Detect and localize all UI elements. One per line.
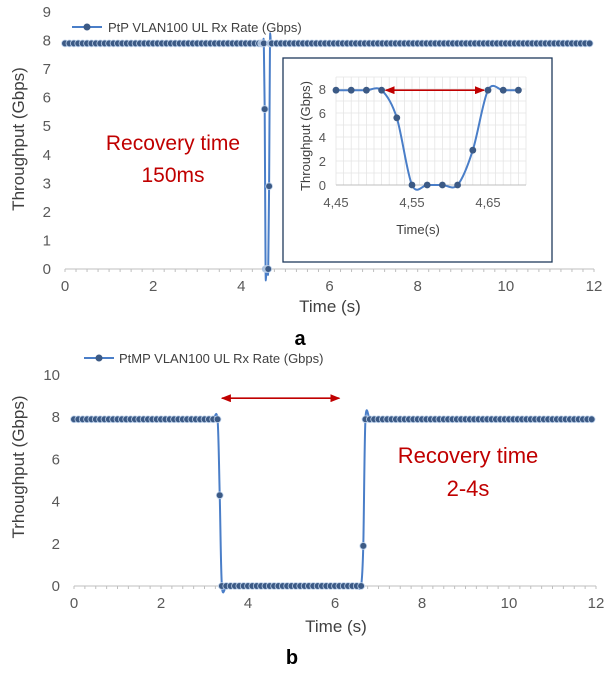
chart-a-inset-point [378,86,385,94]
chart-b-point [359,542,368,550]
chart-a-x-tick-label: 2 [149,278,157,295]
chart-a-y-tick-label: 1 [43,232,51,249]
chart-b-y-tick-label: 6 [52,451,60,468]
chart-a-inset-point [454,181,461,189]
chart-b-point [587,415,596,424]
chart-b-x-tick-label: 12 [588,595,605,612]
chart-b-ticks: 0 2 4 6 8 10 12 0 2 4 6 8 10 [43,367,604,612]
chart-a-x-tick-label: 8 [413,278,421,295]
chart-a-annotation-line2: 150ms [141,164,204,187]
chart-a-inset-y-tick-label: 0 [319,178,326,193]
chart-a-inset-point [332,86,340,94]
chart-a-y-tick-label: 6 [43,90,51,107]
chart-a-inset-x-tick-label: 4,55 [399,195,424,210]
chart-b-x-tick-label: 10 [501,595,518,612]
chart-a-y-tick-label: 5 [43,118,51,135]
chart-b-y-tick-label: 10 [43,367,60,384]
chart-a-point [265,182,273,190]
chart-a-inset-point [363,86,370,94]
chart-a-y-tick-label: 2 [43,204,51,221]
chart-a-inset-point [423,181,431,189]
chart-a-inset: 4,45 4,55 4,65 0 2 4 6 8 Throughput (Gbps) Time… [282,57,553,263]
chart-a-inset-y-tick-label: 2 [319,154,326,169]
chart-a-legend-label: PtP VLAN100 UL Rx Rate (Gbps) [108,20,302,35]
chart-a-annotation-line1: Recovery time [106,132,240,155]
chart-b-lines [74,409,592,594]
chart-a-inset-point [393,114,401,122]
chart-a-legend: PtP VLAN100 UL Rx Rate (Gbps) [72,20,302,35]
chart-b-point [215,491,224,500]
chart-b-point [357,582,365,590]
chart-b-point [213,415,222,424]
chart-a-inset-ylabel: Throughput (Gbps) [298,81,313,191]
chart-a-x-tick-label: 12 [586,278,603,295]
chart-b-ylabel: Trhoughput (Gbps) [9,396,28,539]
chart-a-panel-label: a [294,328,306,350]
chart-a-inset-x-tick-label: 4,65 [475,195,500,210]
chart-b-series-line [74,409,592,594]
chart-b-x-tick-label: 6 [331,595,339,612]
chart-a-x-tick-label: 4 [237,278,245,295]
chart-b-x-tick-label: 4 [244,595,252,612]
chart-a-inset-y-tick-label: 8 [319,82,326,97]
chart-b-legend: PtMP VLAN100 UL Rx Rate (Gbps) [84,351,323,366]
chart-a-y-tick-label: 3 [43,175,51,192]
chart-a-x-tick-label: 6 [325,278,333,295]
chart-a-points [61,39,594,273]
chart-a-inset-grid [335,76,527,186]
chart-b-y-tick-label: 4 [52,494,60,511]
chart-a-inset-point [515,86,522,94]
chart-b-panel-label: b [286,647,298,669]
chart-a-inset-point [499,86,507,94]
chart-a-inset-xlabel: Time(s) [396,222,440,237]
chart-a-inset-points [332,86,522,189]
chart-a-inset-point [439,181,446,189]
chart-a-xlabel: Time (s) [299,297,361,316]
chart-a-point [264,265,273,273]
chart-a-y-tick-label: 7 [43,61,51,78]
chart-b-legend-label: PtMP VLAN100 UL Rx Rate (Gbps) [119,351,323,366]
chart-b-xlabel: Time (s) [305,617,367,636]
chart-a-inset-point [408,181,416,189]
chart-a-inset-x-tick-label: 4,45 [323,195,348,210]
chart-a-inset-ticks: 4,45 4,55 4,65 0 2 4 6 8 [319,82,501,210]
chart-a-x-tick-label: 0 [61,278,69,295]
chart-b-points [70,415,596,590]
chart-b: 0 2 4 6 8 10 12 0 2 4 6 8 10 PtMP VLAN100 UL Rx Rate… [9,351,604,669]
chart-a-inset-point [484,86,492,94]
chart-a-inset-y-tick-label: 6 [319,106,326,121]
chart-a-inset-point [347,86,355,94]
chart-a-legend-marker [83,23,91,31]
chart-a-point [260,105,269,113]
chart-a-y-tick-label: 9 [43,4,51,21]
chart-b-x-tick-label: 8 [418,595,426,612]
chart-b-y-tick-label: 8 [52,409,60,426]
chart-b-legend-marker [95,354,103,362]
chart-a-x-tick-label: 10 [497,278,514,295]
chart-b-x-tick-label: 0 [70,595,78,612]
chart-a-y-tick-label: 8 [43,33,51,50]
chart-a-point [585,39,594,48]
chart-b-annotation-line2: 2-4s [447,476,490,501]
chart-b-y-tick-label: 0 [52,578,60,595]
chart-b-annotation-line1: Recovery time [398,443,539,468]
chart-a-ylabel: Throughput (Gbps) [9,67,28,211]
chart-a-y-tick-label: 0 [43,261,51,278]
chart-a-inset-y-tick-label: 4 [319,130,326,145]
chart-b-x-tick-label: 2 [157,595,165,612]
chart-a-y-tick-label: 4 [43,147,51,164]
chart-b-y-tick-label: 2 [52,536,60,553]
chart-a-inset-point [469,146,477,154]
